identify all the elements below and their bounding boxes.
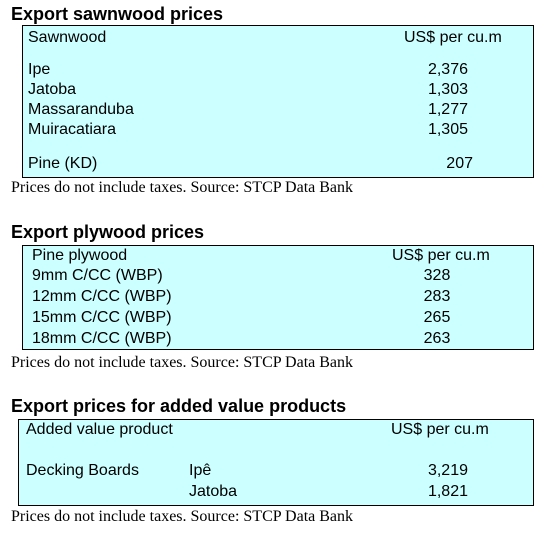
note: Prices do not include taxes. Source: STC… — [11, 179, 354, 196]
header-cell: Pine plywood — [32, 247, 128, 264]
cell: Jatoba — [28, 81, 77, 98]
header-cell: US$ per cu.m — [391, 421, 489, 438]
cell: 9mm C/CC (WBP) — [32, 267, 163, 284]
cell: 1,821 — [427, 483, 468, 500]
header-cell: Sawnwood — [28, 29, 107, 46]
header-cell: US$ per cu.m — [404, 29, 502, 46]
cell: 328 — [423, 267, 451, 284]
cell: 2,376 — [427, 61, 468, 78]
header-cell: Added value product — [26, 421, 173, 438]
table-box — [22, 25, 534, 178]
cell: Pine (KD) — [28, 155, 98, 172]
cell: 1,277 — [427, 101, 468, 118]
cell: Muiracatiara — [28, 121, 117, 138]
note: Prices do not include taxes. Source: STC… — [11, 508, 354, 525]
cell: 283 — [423, 288, 451, 305]
cell: 3,219 — [427, 462, 468, 479]
table-box — [22, 245, 534, 350]
section-title: Export prices for added value products — [11, 396, 347, 416]
header-cell: US$ per cu.m — [392, 247, 490, 264]
cell: Jatoba — [189, 483, 238, 500]
cell: 1,303 — [427, 81, 468, 98]
section-title: Export plywood prices — [11, 222, 205, 242]
cell: 207 — [446, 155, 473, 172]
cell: Ipe — [28, 61, 51, 78]
cell: Massaranduba — [28, 101, 134, 118]
cell: 18mm C/CC (WBP) — [32, 330, 172, 347]
note: Prices do not include taxes. Source: STC… — [11, 354, 354, 371]
cell: 1,305 — [427, 121, 468, 138]
group-label: Decking Boards — [26, 462, 139, 479]
table-box — [18, 419, 534, 506]
cell: 12mm C/CC (WBP) — [32, 288, 172, 305]
section-title: Export sawnwood prices — [11, 4, 224, 24]
cell: 15mm C/CC (WBP) — [32, 309, 172, 326]
cell: Ipê — [189, 462, 212, 479]
cell: 263 — [423, 330, 451, 347]
cell: 265 — [423, 309, 451, 326]
